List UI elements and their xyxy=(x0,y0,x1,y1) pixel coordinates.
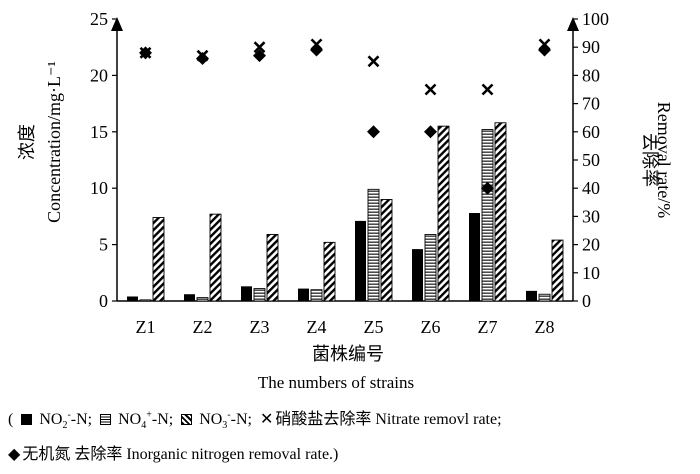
legend-open-paren: ( xyxy=(8,411,14,428)
legend-swatch-no3 xyxy=(181,414,193,425)
cross-icon: ✕ xyxy=(259,409,274,428)
legend-line-1: ( NO2--N; NO4+-N; NO3--N; ✕ 硝酸盐去除率 Nitrat… xyxy=(8,405,502,431)
y-right-tick-label: 90 xyxy=(582,37,600,57)
x-tick-label: Z7 xyxy=(478,317,498,337)
bar-no3 xyxy=(266,233,279,302)
x-tick-label: Z1 xyxy=(136,317,156,337)
bar-no2 xyxy=(184,294,195,301)
legend-label-no2: NO2--N; xyxy=(39,409,93,432)
bar-no4 xyxy=(481,129,494,302)
marker-inorganic-diamond xyxy=(424,125,437,139)
y-axis-right-title-cn: 去除率 xyxy=(639,133,660,187)
marker-inorganic-diamond xyxy=(538,43,551,57)
bar-no2 xyxy=(469,213,480,301)
chart: 0 5 10 15 20 25 0 10 20 30 40 50 60 70 80 90 100 Z1 Z2 Z3 Z4… xyxy=(17,9,674,392)
y-right-tick-label: 80 xyxy=(582,65,600,85)
legend-swatch-no4 xyxy=(100,414,112,425)
x-axis-title-en: The numbers of strains xyxy=(258,373,414,392)
y-axis-right-arrow xyxy=(567,17,579,31)
legend-label-nitrate: 硝酸盐去除率 Nitrate removl rate; xyxy=(275,411,502,428)
marker-inorganic-diamond xyxy=(367,125,380,139)
y-left-tick-label: 25 xyxy=(90,9,108,29)
bar-no3 xyxy=(437,125,450,302)
bar-no3 xyxy=(380,199,393,302)
marker-nitrate-x xyxy=(367,55,380,68)
bar-no2 xyxy=(412,249,423,301)
marker-inorganic-diamond xyxy=(196,51,209,65)
legend-label-no3: NO3--N; xyxy=(199,409,252,432)
bar-no4 xyxy=(424,233,437,302)
bar-no3 xyxy=(209,213,222,302)
bar-no3 xyxy=(323,241,336,302)
legend-label-inorganic: 无机氮 去除率 Inorganic nitrogen removal rate.… xyxy=(22,446,339,463)
x-tick-label: Z3 xyxy=(250,317,270,337)
marker-nitrate-x xyxy=(481,83,494,96)
bars xyxy=(127,122,564,302)
y-right-tick-label: 10 xyxy=(582,263,600,283)
y-right-tick-label: 70 xyxy=(582,94,600,114)
y-left-tick-label: 20 xyxy=(90,65,108,85)
bar-no4 xyxy=(310,289,323,302)
y-left-tick-label: 5 xyxy=(99,235,108,255)
y-right-tick-label: 50 xyxy=(582,150,600,170)
diamond-icon: ◆ xyxy=(8,444,21,463)
x-axis-title-cn: 菌株编号 xyxy=(312,344,384,365)
bar-no4 xyxy=(139,299,152,302)
marker-inorganic-diamond xyxy=(310,43,323,57)
bar-no2 xyxy=(241,286,252,301)
bar-no4 xyxy=(196,297,209,302)
axes: 0 5 10 15 20 25 0 10 20 30 40 50 60 70 80 90 100 Z1 Z2 Z3 Z4… xyxy=(90,9,609,337)
marker-nitrate-x xyxy=(424,83,437,96)
y-axis-left-title-en: Concentration/mg·L⁻¹ xyxy=(44,61,64,223)
marker-inorganic-diamond xyxy=(481,181,494,195)
legend-label-no4: NO4+-N; xyxy=(118,409,174,432)
bar-no2 xyxy=(526,290,537,301)
bar-no2 xyxy=(127,296,138,301)
y-left-tick-label: 10 xyxy=(90,178,108,198)
markers xyxy=(139,38,551,195)
bar-no2 xyxy=(355,220,366,301)
bar-no4 xyxy=(538,293,551,302)
x-tick-label: Z8 xyxy=(535,317,555,337)
y-right-tick-label: 40 xyxy=(582,178,600,198)
y-axis-right-title-en: Removal rate/% xyxy=(654,102,674,218)
bar-no3 xyxy=(152,217,165,302)
x-tick-label: Z2 xyxy=(193,317,213,337)
x-tick-label: Z5 xyxy=(364,317,384,337)
y-right-tick-label: 0 xyxy=(582,291,591,311)
bar-no3 xyxy=(551,239,564,302)
legend-line-2: ◆ 无机氮 去除率 Inorganic nitrogen removal rate… xyxy=(8,440,338,464)
y-axis-left-arrow xyxy=(111,17,123,31)
bar-no4 xyxy=(367,188,380,302)
legend-swatch-no2 xyxy=(21,414,33,425)
marker-inorganic-diamond xyxy=(253,49,266,63)
x-tick-label: Z6 xyxy=(421,317,441,337)
x-tick-label: Z4 xyxy=(307,317,327,337)
y-right-tick-label: 60 xyxy=(582,122,600,142)
y-right-tick-label: 20 xyxy=(582,235,600,255)
bar-no4 xyxy=(253,288,266,302)
marker-nitrate-x xyxy=(253,41,266,54)
y-right-tick-label: 100 xyxy=(582,9,609,29)
y-right-tick-label: 30 xyxy=(582,206,600,226)
bar-no2 xyxy=(298,288,309,301)
y-left-tick-label: 15 xyxy=(90,122,108,142)
y-left-tick-label: 0 xyxy=(99,291,108,311)
marker-inorganic-diamond xyxy=(139,46,152,60)
bar-no3 xyxy=(494,122,507,302)
y-axis-left-title-cn: 浓度 xyxy=(17,124,38,160)
